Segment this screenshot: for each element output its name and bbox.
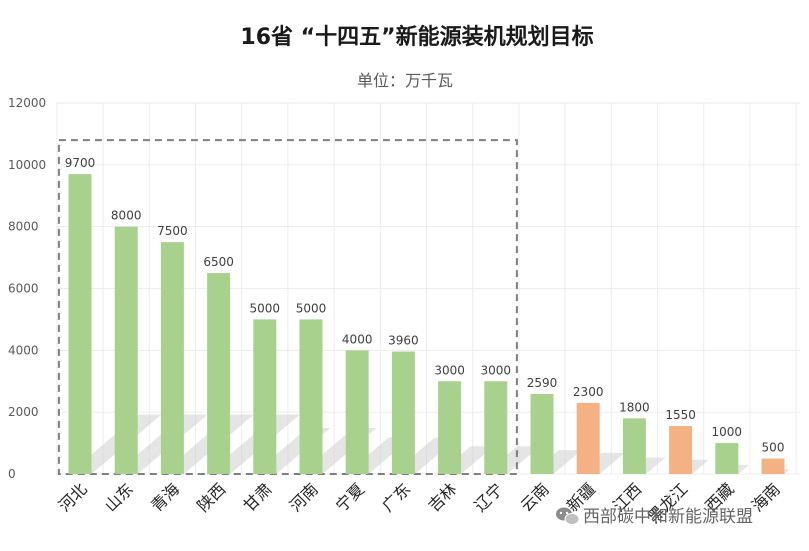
y-tick-label: 10000 bbox=[8, 158, 46, 172]
data-label: 4000 bbox=[342, 332, 373, 346]
wechat-icon bbox=[556, 507, 580, 525]
bar bbox=[576, 402, 600, 474]
data-label: 7500 bbox=[157, 224, 188, 238]
watermark: 西部碳中和新能源联盟 bbox=[556, 507, 753, 527]
bar bbox=[160, 242, 184, 474]
gridlines bbox=[56, 102, 800, 475]
x-tick-label: 河北 bbox=[55, 479, 91, 515]
y-tick-label: 0 bbox=[8, 467, 16, 481]
watermark-text: 西部碳中和新能源联盟 bbox=[583, 507, 753, 527]
bar bbox=[530, 393, 554, 474]
data-label: 500 bbox=[762, 441, 785, 455]
data-label: 8000 bbox=[111, 209, 142, 223]
bars bbox=[68, 174, 785, 474]
data-label: 5000 bbox=[250, 301, 281, 315]
x-tick-label: 云南 bbox=[517, 479, 553, 515]
bar bbox=[114, 226, 138, 474]
bar bbox=[207, 273, 231, 474]
data-label: 2590 bbox=[527, 376, 558, 390]
y-tick-label: 12000 bbox=[8, 96, 46, 110]
y-tick-label: 6000 bbox=[8, 282, 39, 296]
x-tick-label: 宁夏 bbox=[332, 479, 368, 515]
x-tick-label: 山东 bbox=[101, 479, 137, 515]
chart-subtitle: 单位：万千瓦 bbox=[357, 71, 453, 90]
bar bbox=[761, 458, 785, 474]
data-label: 6500 bbox=[203, 255, 234, 269]
x-tick-label: 河南 bbox=[286, 479, 322, 515]
x-tick-label: 海南 bbox=[748, 479, 784, 515]
bar bbox=[622, 418, 646, 474]
bar bbox=[715, 443, 739, 474]
bar bbox=[68, 174, 92, 474]
chart-title: 16省 “十四五”新能源装机规划目标 bbox=[240, 24, 593, 50]
bar bbox=[438, 381, 462, 474]
data-label: 3000 bbox=[434, 363, 465, 377]
bar bbox=[299, 319, 323, 474]
data-labels: 9700 8000 7500 6500 5000 5000 4000 3960 3000 3000… bbox=[65, 156, 785, 454]
y-axis: 0 2000 4000 6000 8000 10000 12000 bbox=[8, 96, 46, 481]
highlight-box bbox=[57, 139, 518, 475]
bar bbox=[253, 319, 277, 474]
data-label: 1800 bbox=[619, 400, 650, 414]
x-tick-label: 陕西 bbox=[193, 479, 229, 515]
y-tick-label: 8000 bbox=[8, 220, 39, 234]
bar bbox=[345, 350, 369, 474]
data-label: 5000 bbox=[296, 301, 327, 315]
data-label: 9700 bbox=[65, 156, 96, 170]
bar bbox=[669, 426, 693, 474]
x-tick-label: 辽宁 bbox=[471, 479, 507, 515]
x-tick-label: 甘肃 bbox=[240, 479, 276, 515]
x-tick-label: 吉林 bbox=[424, 479, 460, 515]
x-tick-label: 广东 bbox=[378, 479, 414, 515]
data-label: 2300 bbox=[573, 385, 604, 399]
x-tick-label: 青海 bbox=[147, 479, 183, 515]
y-tick-label: 4000 bbox=[8, 343, 39, 357]
data-label: 3960 bbox=[388, 334, 419, 348]
bar bbox=[484, 381, 508, 474]
data-label: 3000 bbox=[481, 363, 512, 377]
data-label: 1550 bbox=[665, 408, 696, 422]
data-label: 1000 bbox=[712, 425, 743, 439]
y-tick-label: 2000 bbox=[8, 405, 39, 419]
bar bbox=[391, 351, 415, 474]
